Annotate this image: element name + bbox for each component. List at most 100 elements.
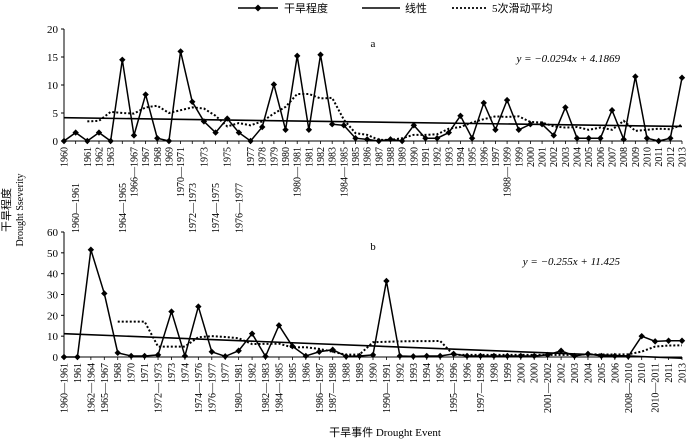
x-tick-label: 1987—1988 <box>328 363 339 413</box>
severity-point <box>538 121 546 128</box>
severity-point <box>154 135 161 142</box>
x-tick-label: 1995 <box>436 363 447 383</box>
severity-point <box>60 353 68 361</box>
x-tick-label: 1979 <box>269 147 280 167</box>
x-tick-label: 1998 <box>489 363 500 383</box>
x-tick-label: 2004 <box>573 147 584 167</box>
x-tick-label: 1981 <box>304 147 315 167</box>
x-tick-label: 2010 <box>643 147 654 167</box>
trend-equation: y = −0.255x + 11.425 <box>522 256 621 268</box>
y-tick-label: 50 <box>47 248 59 260</box>
severity-point <box>398 137 406 145</box>
x-tick-label: 1995 <box>468 147 479 167</box>
severity-point <box>168 308 175 315</box>
legend-severity-label: 干旱程度 <box>284 1 328 15</box>
severity-point <box>270 81 278 88</box>
x-tick-label: 2002 <box>549 147 560 167</box>
severity-point <box>317 51 324 58</box>
severity-point <box>74 353 81 361</box>
y-tick-label: 0 <box>53 352 59 364</box>
x-tick-label: 2008 <box>619 147 630 167</box>
severity-point <box>282 126 289 133</box>
x-tick-label: 2013 <box>678 147 689 167</box>
severity-point <box>305 126 313 133</box>
severity-point <box>632 73 639 80</box>
severity-point <box>597 135 604 142</box>
severity-point <box>611 352 619 360</box>
y-tick-label: 15 <box>47 52 59 64</box>
severity-point <box>625 353 632 360</box>
x-tick-label: 1982 <box>316 147 327 167</box>
severity-point <box>302 352 310 360</box>
x-tick-label: 1993 <box>409 363 420 383</box>
severity-point <box>598 352 605 360</box>
x-tick-label: 1986—1987 <box>315 363 326 413</box>
x-tick-label: 1999 <box>503 363 514 383</box>
severity-point <box>72 129 79 136</box>
x-tick-label: 1997—1998 <box>476 363 487 413</box>
x-tick-label: 1985 <box>351 147 362 167</box>
severity-point <box>352 135 359 142</box>
severity-point <box>329 346 336 353</box>
severity-point <box>262 353 269 360</box>
severity-point <box>433 135 441 142</box>
severity-point <box>222 353 229 360</box>
x-tick-label: 1988 <box>386 147 397 167</box>
y-tick-label: 30 <box>47 290 59 302</box>
severity-point <box>468 135 476 142</box>
severity-point <box>638 332 645 340</box>
panel-label: b <box>370 241 376 253</box>
severity-point <box>436 352 444 360</box>
severity-point <box>181 352 189 360</box>
severity-point <box>95 129 103 136</box>
x-tick-label: 1977 <box>221 363 232 383</box>
x-tick-label: 1988 <box>342 363 353 383</box>
severity-point <box>369 351 377 359</box>
x-tick-label: 2005 <box>597 363 608 383</box>
severity-point <box>84 137 91 145</box>
y-tick-label: 20 <box>47 310 59 322</box>
panel-a: 0 5 10 15 20 1960 1960—1961 1961 1962 1963 1964—19… <box>47 24 689 233</box>
x-tick-label: 1982—1983 <box>261 363 272 413</box>
x-tick-label: 1970—1971 <box>176 147 187 197</box>
severity-point <box>383 277 390 285</box>
severity-point <box>316 348 323 355</box>
severity-point <box>342 353 350 360</box>
severity-point <box>665 337 672 344</box>
x-tick-label: 2001—2002 <box>543 363 554 413</box>
x-tick-label: 1974—1975 <box>211 183 222 233</box>
x-tick-label: 1988—1999 <box>503 147 514 197</box>
x-tick-label: 1995—1996 <box>449 363 460 413</box>
severity-point <box>492 126 499 133</box>
x-tick-label: 1989 <box>355 363 366 383</box>
severity-point <box>60 137 68 145</box>
x-tick-label: 2001 <box>538 147 549 167</box>
severity-point <box>527 121 534 128</box>
x-tick-label: 2007 <box>608 147 619 167</box>
severity-point <box>550 132 557 139</box>
x-tick-label: 1965—1967 <box>100 363 111 413</box>
severity-point <box>107 137 114 145</box>
severity-point <box>643 135 651 142</box>
legend-severity-marker <box>254 4 262 12</box>
x-tick-label: 1997 <box>491 147 502 167</box>
x-tick-label: 1972—1973 <box>188 183 199 233</box>
x-tick-label: 2000 <box>530 363 541 383</box>
x-tick-label: 1962—1964 <box>86 363 97 413</box>
severity-point <box>620 136 627 143</box>
y-tick-label: 20 <box>47 24 59 36</box>
x-tick-label: 1968 <box>153 147 164 167</box>
severity-point <box>363 136 371 143</box>
severity-point <box>208 348 215 355</box>
x-tick-label: 1990 <box>409 147 420 167</box>
severity-point <box>294 52 301 60</box>
severity-point <box>571 352 578 360</box>
x-tick-label: 1970 <box>127 363 138 383</box>
severity-point <box>375 137 383 145</box>
x-axis-label: 干旱事件 Drought Event <box>329 426 441 439</box>
x-tick-label: 2011 <box>654 147 665 167</box>
x-tick-label: 1969 <box>164 147 175 167</box>
severity-point <box>356 352 363 360</box>
severity-point <box>678 337 686 344</box>
x-tick-label: 1972—1973 <box>154 363 165 413</box>
